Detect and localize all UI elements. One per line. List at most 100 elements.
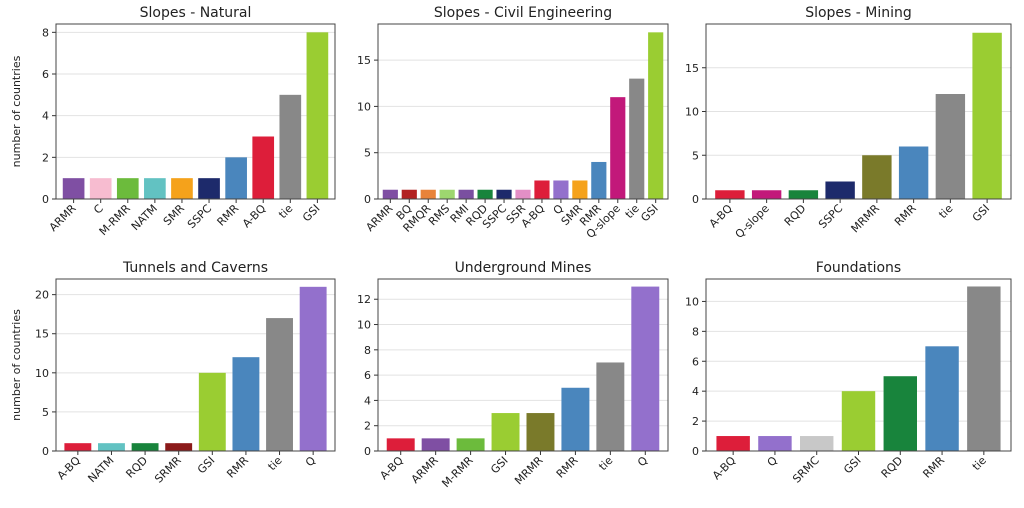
bar-rmi — [458, 189, 474, 199]
x-tick-label: RQD — [879, 454, 906, 481]
bar-rmr — [925, 346, 959, 451]
bar-sspc — [198, 178, 220, 199]
y-axis-label: number of countries — [10, 309, 23, 421]
y-tick-label: 10 — [685, 106, 699, 119]
bar-rmr — [232, 357, 260, 451]
bar-tie — [279, 94, 302, 199]
x-tick-label: A-BQ — [707, 202, 736, 231]
y-tick-label: 12 — [357, 293, 371, 306]
y-tick-label: 5 — [364, 147, 371, 160]
y-tick-label: 5 — [692, 149, 699, 162]
x-tick-label: ARMR — [363, 202, 395, 234]
bar-rmr — [898, 146, 929, 199]
chart-title: Slopes - Mining — [805, 5, 912, 21]
x-tick-label: Q — [765, 454, 781, 470]
x-tick-label: tie — [265, 454, 284, 473]
bar-rmr — [591, 161, 607, 199]
y-tick-label: 8 — [364, 344, 371, 357]
bar-rms — [439, 189, 455, 199]
y-tick-label: 8 — [692, 325, 699, 338]
x-tick-label: RMR — [224, 454, 251, 481]
bar-q — [553, 180, 569, 199]
bar-armr — [382, 189, 398, 199]
x-tick-label: RMR — [215, 202, 242, 229]
bar-srmc — [800, 436, 834, 451]
x-tick-label: NATM — [85, 454, 116, 485]
bar-a-bq — [252, 136, 275, 199]
x-tick-label: tie — [623, 202, 642, 221]
y-tick-label: 4 — [692, 385, 699, 398]
bar-rqd — [788, 190, 819, 199]
x-tick-label: A-BQ — [240, 202, 269, 231]
x-tick-label: SSPC — [816, 202, 845, 231]
y-axis-label: number of countries — [10, 55, 23, 167]
chart-panel-tunnels-and-caverns: A-BQ NATM RQD SRMR GSI RMR tie Q 0 5 10 15 20 Tunnels… — [10, 260, 336, 486]
chart-title: Underground Mines — [455, 260, 592, 276]
y-tick-label: 2 — [42, 151, 49, 164]
bar-a-bq — [715, 190, 745, 199]
bar-gsi — [198, 372, 226, 451]
y-tick-label: 15 — [35, 328, 49, 341]
y-tick-label: 15 — [357, 54, 371, 67]
bar-a-bq — [64, 443, 92, 451]
x-tick-label: RMR — [554, 454, 581, 481]
bar-c — [89, 178, 112, 199]
bar-gsi — [972, 32, 1002, 199]
x-tick-label: ARMR — [47, 202, 79, 234]
x-tick-label: GSI — [638, 202, 660, 224]
bar-q — [631, 286, 660, 451]
y-tick-label: 0 — [692, 445, 699, 458]
y-tick-label: 10 — [685, 295, 699, 308]
plot-frame — [705, 23, 1012, 200]
x-tick-label: MRMR — [512, 454, 546, 488]
bar-armr — [421, 438, 450, 451]
bar-gsi — [841, 391, 876, 451]
x-tick-label: MRMR — [849, 202, 883, 236]
chart-panel-slopes-mining: A-BQQ-slope RQD SSPC MRMR RMR tie GSI 0 5 10 15 Slo… — [685, 5, 1012, 241]
x-tick-label: GSI — [300, 202, 322, 224]
x-tick-label: C — [91, 202, 106, 217]
y-tick-label: 8 — [42, 26, 49, 39]
x-tick-label: SMR — [161, 202, 187, 228]
bar-tie — [967, 286, 1001, 451]
bar-q-slope — [751, 190, 782, 199]
plot-frame — [377, 23, 669, 200]
bar-rmr — [225, 157, 247, 199]
plot-frame — [55, 23, 336, 200]
x-tick-label: M-RMR — [439, 454, 475, 490]
x-tick-label: SRMR — [152, 454, 184, 486]
chart-title: Slopes - Civil Engineering — [434, 5, 612, 21]
bar-srmr — [165, 443, 193, 451]
x-tick-label: GSI — [488, 454, 510, 476]
bar-rmr — [561, 387, 590, 451]
bar-a-bq — [534, 180, 550, 199]
x-tick-label: A-BQ — [377, 454, 406, 483]
x-tick-label: tie — [970, 454, 989, 473]
bar-bq — [401, 189, 417, 199]
x-tick-label: NATM — [129, 202, 160, 233]
x-tick-label: tie — [936, 202, 955, 221]
bar-mrmr — [862, 155, 892, 199]
x-tick-label: SRMC — [790, 454, 822, 486]
bar-a-bq — [386, 438, 415, 451]
bar-a-bq — [716, 436, 750, 451]
bar-smr — [572, 180, 588, 199]
y-tick-label: 20 — [35, 289, 49, 302]
x-tick-label: Q-slope — [733, 202, 772, 241]
x-tick-label: A-BQ — [519, 202, 548, 231]
bar-gsi — [648, 32, 664, 200]
x-tick-label: Q — [303, 454, 319, 470]
bar-rqd — [883, 376, 917, 451]
bar-gsi — [306, 32, 329, 200]
y-tick-label: 0 — [692, 193, 699, 206]
y-tick-label: 2 — [364, 420, 371, 433]
bar-natm — [98, 443, 125, 451]
x-tick-label: Q — [635, 454, 651, 470]
bar-natm — [144, 178, 166, 199]
bar-rqd — [477, 189, 493, 199]
y-tick-label: 4 — [364, 394, 371, 407]
x-tick-label: tie — [276, 202, 295, 221]
